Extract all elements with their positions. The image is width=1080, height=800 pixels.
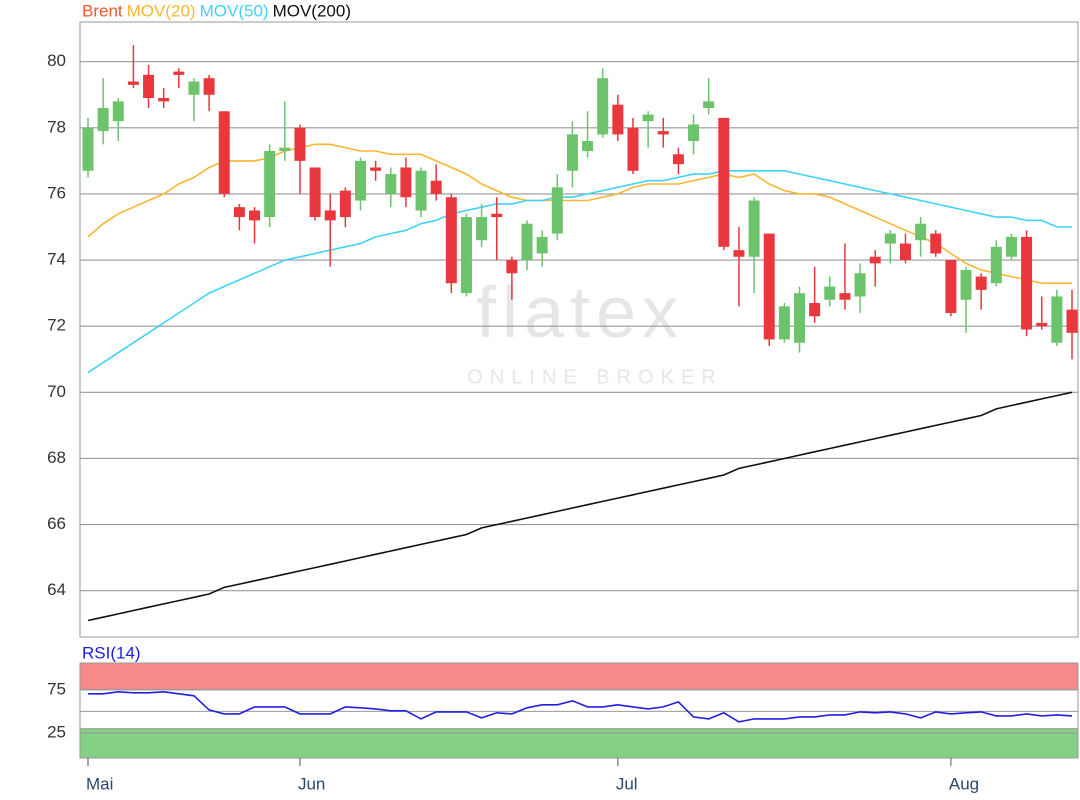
- candle-body: [551, 187, 563, 234]
- candle-body: [794, 293, 806, 343]
- candle-body: [1021, 236, 1033, 330]
- candle-body: [97, 107, 109, 132]
- candle-body: [945, 260, 957, 313]
- y-tick-label: 68: [47, 448, 66, 467]
- candle-body: [597, 78, 609, 135]
- x-tick-label: Jun: [298, 774, 325, 793]
- candle-body: [763, 233, 775, 340]
- candle-body: [203, 78, 215, 95]
- candle-body: [899, 243, 911, 261]
- candle-body: [642, 114, 654, 122]
- band: [79, 662, 1079, 691]
- candle-body: [324, 210, 336, 221]
- candle-body: [536, 236, 548, 254]
- candle-body: [627, 127, 639, 171]
- legend-entry: MOV(20): [127, 1, 196, 20]
- candle-body: [990, 246, 1002, 284]
- candle-body: [339, 190, 351, 218]
- candle-body: [233, 207, 245, 218]
- candle-body: [824, 286, 836, 300]
- candle-body: [218, 111, 230, 194]
- legend-entry: Brent: [82, 1, 123, 20]
- candle-body: [430, 180, 442, 194]
- y-tick-label: 75: [47, 679, 66, 698]
- candle-body: [173, 71, 185, 75]
- watermark: flatex: [476, 273, 684, 353]
- candle-body: [718, 117, 730, 247]
- y-tick-label: 74: [47, 250, 66, 269]
- candle-body: [476, 217, 488, 241]
- candle-body: [809, 303, 821, 317]
- candle-body: [748, 200, 760, 257]
- x-tick-label: Mai: [86, 774, 113, 793]
- candle-body: [385, 174, 397, 194]
- candle-body: [566, 134, 578, 171]
- candle-body: [703, 101, 715, 108]
- candle-body: [158, 98, 170, 102]
- candle-body: [612, 104, 624, 135]
- candle-body: [733, 250, 745, 257]
- candle-body: [309, 167, 321, 218]
- candle-body: [869, 256, 881, 264]
- y-tick-label: 25: [47, 722, 66, 741]
- candle-body: [294, 127, 306, 161]
- watermark-tagline: ONLINE BROKER: [467, 366, 722, 388]
- legend-entry: MOV(50): [200, 1, 269, 20]
- candle-body: [354, 160, 366, 201]
- y-tick-label: 76: [47, 183, 66, 202]
- candle-body: [127, 81, 139, 85]
- candle-body: [884, 233, 896, 244]
- candle-body: [688, 124, 700, 142]
- plot-frame: [79, 21, 1079, 638]
- candle-body: [672, 154, 684, 165]
- x-tick-label: Jul: [616, 774, 638, 793]
- candle-body: [975, 276, 987, 290]
- candle-body: [582, 141, 594, 151]
- candle-body: [445, 197, 457, 284]
- legend-entry: MOV(200): [273, 1, 351, 20]
- candle-body: [960, 269, 972, 300]
- candle-body: [1051, 296, 1063, 343]
- line: [87, 143, 1072, 285]
- candle-body: [915, 223, 927, 241]
- candle-body: [82, 127, 94, 171]
- candle-body: [400, 167, 412, 198]
- candle-body: [1066, 309, 1078, 333]
- candle-body: [370, 167, 382, 171]
- y-tick-label: 66: [47, 514, 66, 533]
- y-tick-label: 64: [47, 580, 66, 599]
- candle-body: [1036, 322, 1048, 327]
- x-tick-label: Aug: [949, 774, 979, 793]
- candle-body: [279, 147, 291, 151]
- candle-body: [1005, 236, 1017, 257]
- candle-body: [839, 293, 851, 300]
- candle-body: [460, 217, 472, 294]
- candle-body: [521, 223, 533, 261]
- y-tick-label: 70: [47, 382, 66, 401]
- candle-body: [930, 233, 942, 254]
- candle-body: [143, 74, 155, 99]
- y-tick-label: 80: [47, 51, 66, 70]
- candle-body: [854, 273, 866, 297]
- y-tick-label: 78: [47, 117, 66, 136]
- y-tick-label: 72: [47, 316, 66, 335]
- candle-body: [491, 213, 503, 218]
- legend-entry: RSI(14): [82, 643, 141, 662]
- candle-body: [778, 306, 790, 340]
- candle-body: [249, 210, 261, 221]
- candle-body: [188, 81, 200, 95]
- line: [88, 690, 1073, 723]
- candle-body: [415, 170, 427, 211]
- line: [87, 170, 1072, 374]
- candle-body: [657, 131, 669, 135]
- line: [87, 391, 1073, 622]
- candle-body: [112, 101, 124, 122]
- candle-body: [264, 150, 276, 218]
- candle-body: [506, 260, 518, 274]
